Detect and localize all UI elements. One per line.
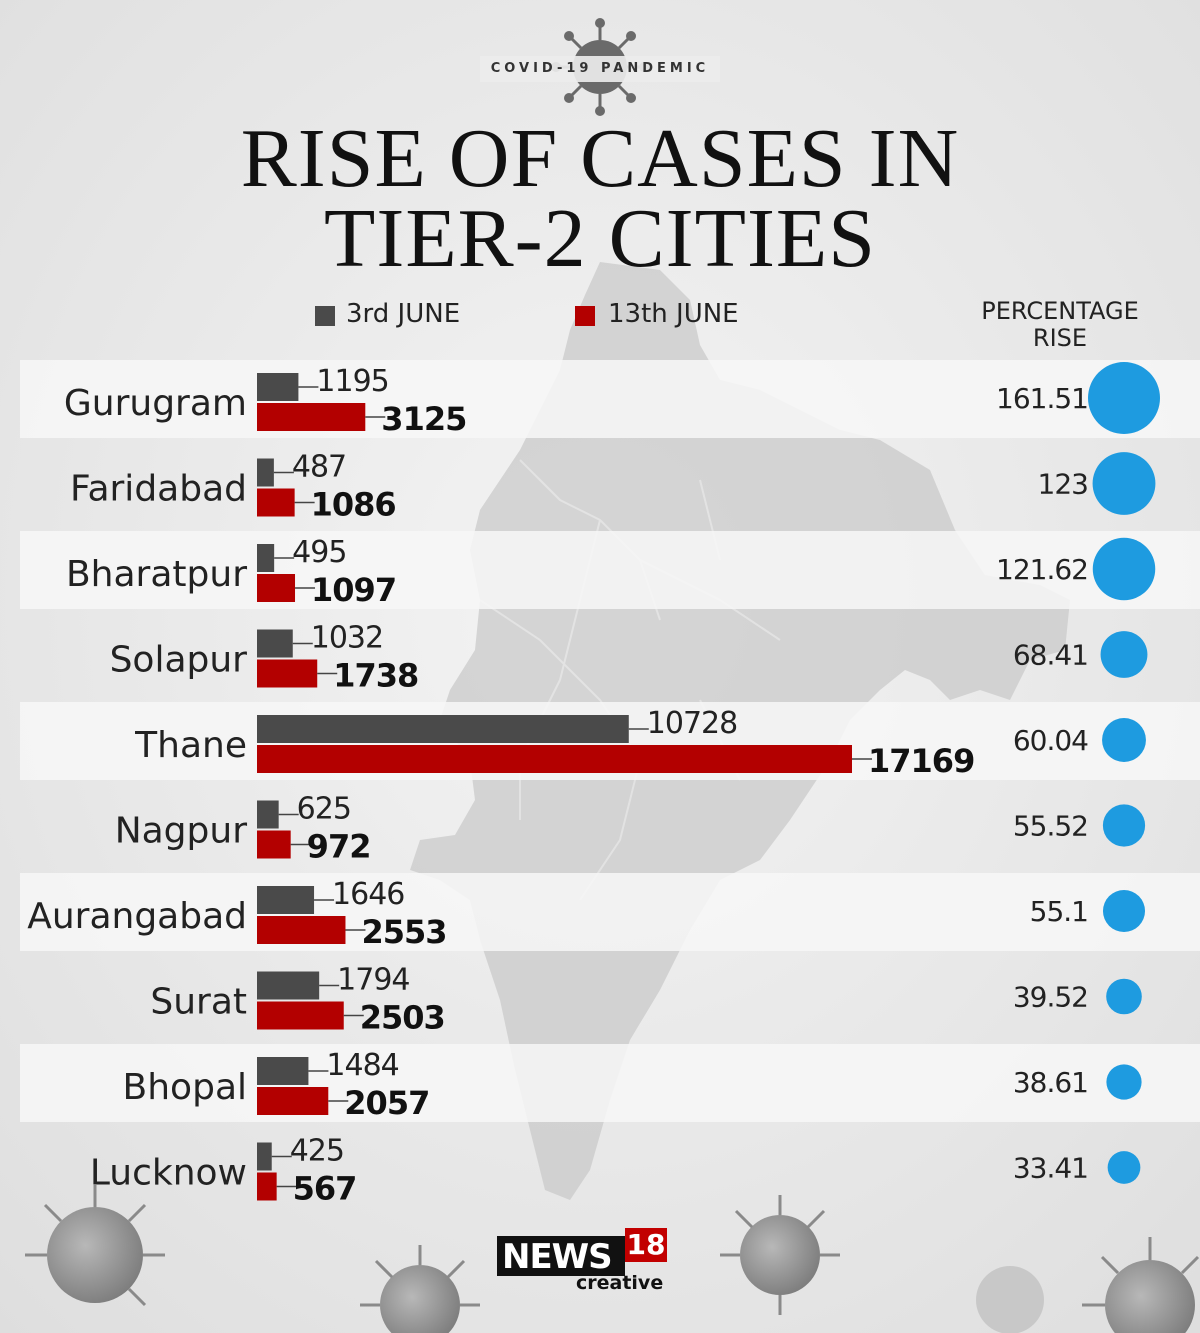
bar-3rd-june-bhopal (257, 1057, 309, 1085)
brand-logo-name: NEWS (502, 1237, 613, 1277)
virus-decoration-right (1082, 1237, 1200, 1333)
bar-3rd-june-bharatpur (257, 544, 275, 572)
value-label-3rd-june-thane: 10728 (647, 706, 737, 741)
virus-decoration-mid-left (360, 1245, 480, 1333)
value-label-3rd-june-bhopal: 1484 (326, 1048, 398, 1083)
value-label-3rd-june-faridabad: 487 (292, 450, 346, 485)
category-label-gurugram: Gurugram (64, 383, 247, 424)
percentage-label-aurangabad: 55.1 (1030, 895, 1088, 928)
bar-13th-june-solapur (257, 659, 318, 688)
percentage-label-surat: 39.52 (1013, 981, 1088, 1014)
page-title-line2: TIER-2 CITIES (324, 192, 876, 285)
bar-3rd-june-surat (257, 971, 320, 1000)
percentage-label-bhopal: 38.61 (1013, 1066, 1088, 1099)
percentage-bubble-faridabad (1092, 452, 1156, 515)
percentage-bubble-lucknow (1107, 1151, 1141, 1184)
brand-logo-number: 18 (625, 1228, 667, 1262)
value-label-13th-june-surat: 2503 (360, 999, 445, 1037)
value-label-13th-june-nagpur: 972 (307, 828, 371, 866)
bar-3rd-june-solapur (257, 629, 293, 658)
value-label-13th-june-bhopal: 2057 (344, 1084, 429, 1122)
bar-3rd-june-faridabad (257, 458, 274, 487)
value-label-3rd-june-solapur: 1032 (311, 621, 383, 656)
value-label-13th-june-solapur: 1738 (333, 657, 418, 695)
value-label-13th-june-aurangabad: 2553 (361, 913, 446, 951)
category-label-solapur: Solapur (110, 640, 248, 681)
bar-3rd-june-thane (257, 715, 629, 743)
bar-13th-june-lucknow (257, 1172, 277, 1201)
percentage-label-bharatpur: 121.62 (996, 553, 1088, 586)
category-label-nagpur: Nagpur (115, 811, 248, 852)
row-band (20, 1044, 1200, 1122)
percentage-bubble-solapur (1100, 631, 1148, 678)
value-label-13th-june-bharatpur: 1097 (311, 571, 396, 609)
percentage-bubble-thane (1102, 718, 1146, 762)
value-label-13th-june-lucknow: 567 (293, 1170, 357, 1208)
percentage-label-faridabad: 123 (1038, 468, 1088, 501)
value-label-3rd-june-bharatpur: 495 (292, 535, 346, 570)
category-label-thane: Thane (134, 725, 247, 766)
value-label-3rd-june-nagpur: 625 (297, 792, 351, 827)
percentage-label-thane: 60.04 (1013, 724, 1088, 757)
bar-13th-june-faridabad (257, 488, 295, 517)
kicker-label: COVID-19 PANDEMIC (490, 61, 710, 76)
bar-13th-june-bhopal (257, 1087, 329, 1115)
bar-13th-june-bharatpur (257, 574, 296, 602)
page-title-line1: RISE OF CASES IN (240, 112, 960, 205)
bar-3rd-june-gurugram (257, 373, 299, 401)
percentage-header-line1: PERCENTAGE (981, 297, 1139, 325)
percentage-bubble-nagpur (1102, 804, 1146, 847)
virus-decoration-left (25, 1185, 165, 1307)
value-label-3rd-june-lucknow: 425 (290, 1134, 344, 1169)
category-label-surat: Surat (150, 982, 247, 1023)
category-label-lucknow: Lucknow (90, 1153, 247, 1194)
percentage-label-gurugram: 161.51 (996, 382, 1088, 415)
category-label-faridabad: Faridabad (70, 469, 247, 510)
percentage-header-line2: RISE (1032, 324, 1088, 352)
bar-13th-june-gurugram (257, 403, 366, 431)
bar-3rd-june-nagpur (257, 800, 279, 829)
category-label-aurangabad: Aurangabad (27, 896, 247, 937)
bar-13th-june-thane (257, 745, 852, 773)
percentage-label-solapur: 68.41 (1013, 639, 1088, 672)
bar-13th-june-nagpur (257, 830, 291, 859)
percentage-bubble-aurangabad (1102, 889, 1146, 933)
legend-swatch-3rd-june (315, 306, 335, 326)
value-label-13th-june-thane: 17169 (868, 742, 974, 780)
row-band (20, 531, 1200, 609)
value-label-13th-june-gurugram: 3125 (381, 400, 466, 438)
percentage-label-nagpur: 55.52 (1013, 810, 1088, 843)
percentage-bubble-surat (1106, 978, 1142, 1015)
value-label-3rd-june-surat: 1794 (337, 963, 409, 998)
virus-decoration-center (720, 1195, 840, 1315)
legend-label-13th-june: 13th JUNE (608, 299, 739, 329)
bar-3rd-june-lucknow (257, 1142, 272, 1171)
category-label-bharatpur: Bharatpur (66, 554, 247, 595)
bar-3rd-june-aurangabad (257, 886, 315, 914)
bar-13th-june-aurangabad (257, 916, 346, 944)
value-label-3rd-june-gurugram: 1195 (316, 364, 388, 399)
category-label-bhopal: Bhopal (123, 1067, 247, 1108)
brand-logo-sub: creative (576, 1272, 664, 1294)
percentage-bubble-bhopal (1106, 1064, 1142, 1100)
legend-label-3rd-june: 3rd JUNE (346, 299, 461, 329)
percentage-bubble-gurugram (1088, 362, 1160, 434)
legend-swatch-13th-june (575, 306, 595, 326)
value-label-13th-june-faridabad: 1086 (311, 486, 396, 524)
percentage-label-lucknow: 33.41 (1013, 1152, 1088, 1185)
brand-logo-box (497, 1236, 625, 1276)
virus-decoration-faint (976, 1266, 1044, 1333)
row-band (20, 360, 1200, 438)
row-band (20, 873, 1200, 951)
percentage-rise-header: PERCENTAGE RISE (960, 298, 1160, 352)
value-label-3rd-june-aurangabad: 1646 (332, 877, 404, 912)
percentage-bubble-bharatpur (1092, 537, 1156, 601)
bar-13th-june-surat (257, 1001, 344, 1030)
